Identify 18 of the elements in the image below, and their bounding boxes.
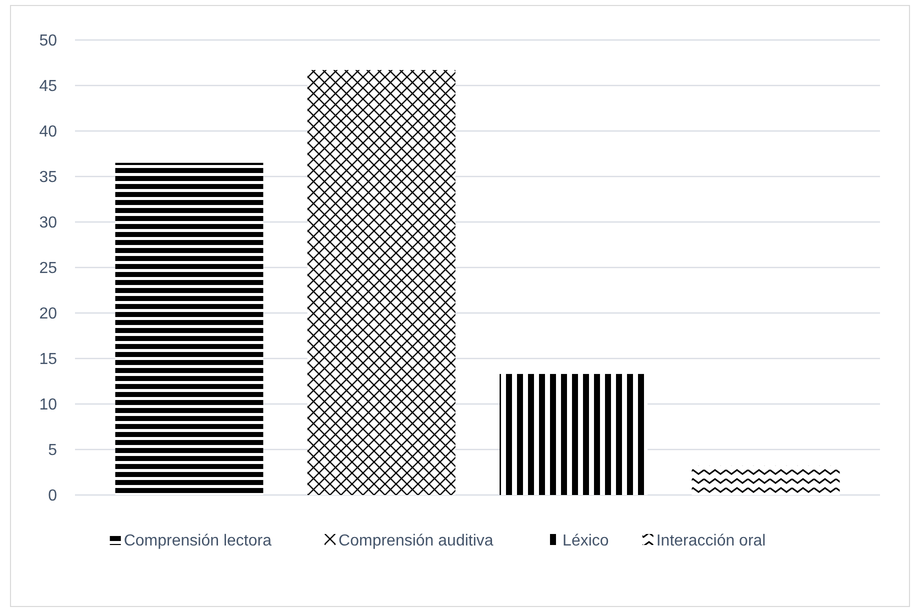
bar bbox=[500, 374, 648, 495]
legend-label: Comprensión auditiva bbox=[338, 532, 494, 550]
y-tick-label: 20 bbox=[39, 306, 58, 323]
y-tick-label: 10 bbox=[39, 396, 58, 414]
y-tick-label: 0 bbox=[48, 488, 58, 505]
y-tick-label: 30 bbox=[39, 214, 58, 232]
bar bbox=[115, 162, 264, 495]
y-tick-label: 50 bbox=[39, 32, 58, 50]
y-tick-label: 25 bbox=[39, 260, 58, 278]
legend-label: Interacción oral bbox=[656, 532, 766, 550]
legend-label: Léxico bbox=[562, 532, 609, 550]
bar bbox=[307, 70, 456, 495]
y-tick-label: 5 bbox=[48, 442, 58, 460]
y-tick-label: 40 bbox=[39, 124, 58, 141]
y-tick-label: 15 bbox=[39, 351, 58, 368]
legend-label: Comprensión lectora bbox=[124, 532, 272, 550]
y-tick-label: 45 bbox=[39, 78, 58, 96]
y-tick-label: 35 bbox=[39, 169, 58, 186]
